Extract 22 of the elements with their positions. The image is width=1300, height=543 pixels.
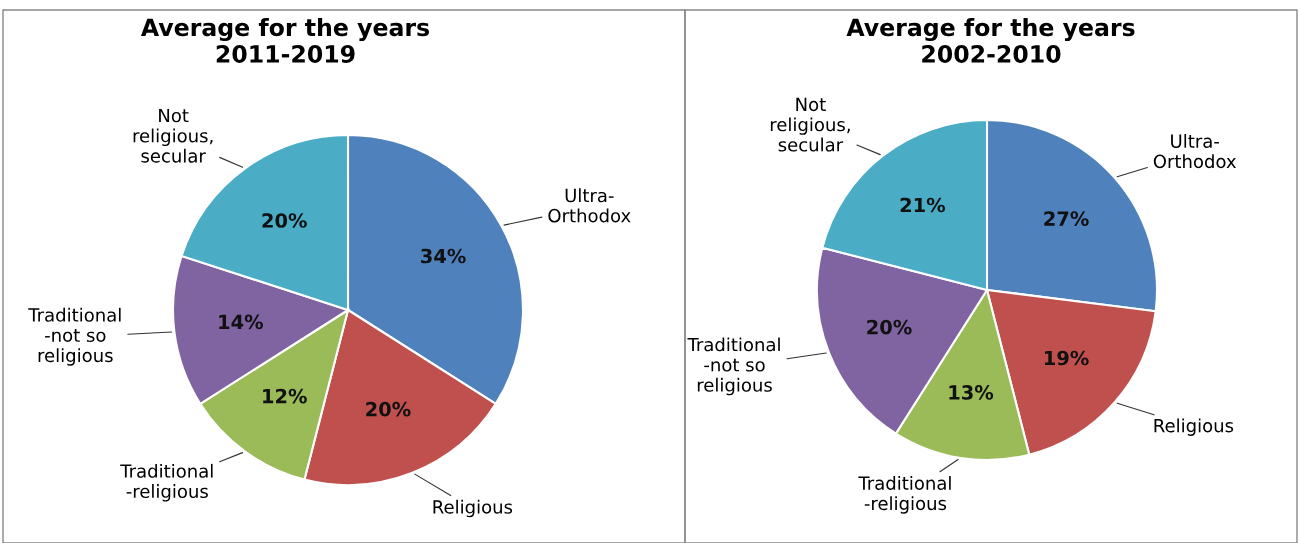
slice-label: Traditional -religious xyxy=(858,476,951,514)
slice-label: Religious xyxy=(1154,418,1234,436)
data-label: 21% xyxy=(900,197,946,213)
slice-label: Not religious, secular xyxy=(770,97,850,152)
data-label: 20% xyxy=(867,319,912,335)
data-label: 27% xyxy=(1044,211,1089,226)
data-label: 19% xyxy=(1044,350,1089,366)
slice-label: Traditional -religious xyxy=(120,463,213,502)
data-label: 20% xyxy=(366,401,411,417)
data-label: 34% xyxy=(421,248,466,264)
data-label: 13% xyxy=(949,385,994,400)
data-label: 12% xyxy=(263,388,307,404)
data-label: 20% xyxy=(262,213,307,228)
chart-title: Average for the years 2002-2010 xyxy=(846,18,1135,63)
slice-label: Religious xyxy=(433,499,513,518)
chart-title: Average for the years 2011-2019 xyxy=(140,18,430,63)
slice-label: Traditional -not so religious xyxy=(687,337,780,396)
slice-label: Ultra- Orthodox xyxy=(548,188,631,223)
data-label: 14% xyxy=(219,314,264,330)
slice-label: Traditional -not so religious xyxy=(28,307,121,366)
slice-label: Ultra- Orthodox xyxy=(1153,134,1237,169)
slice-label: Not religious, secular xyxy=(133,108,213,163)
